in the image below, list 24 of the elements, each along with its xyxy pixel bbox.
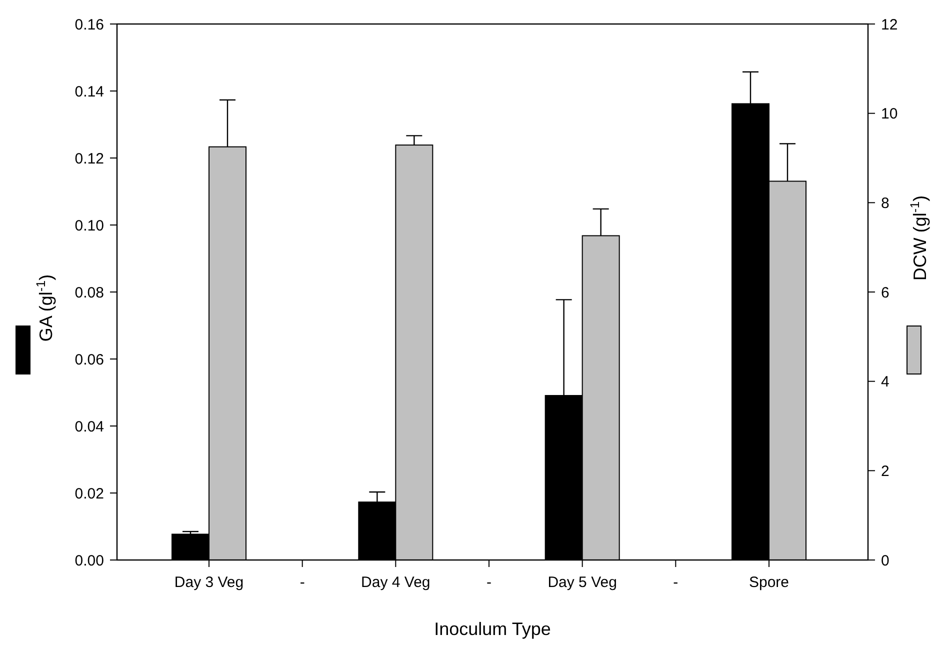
x-tick-label: Spore [748, 574, 790, 591]
y2-tick-label: 0 [881, 552, 890, 570]
y-tick-label: 0.10 [74, 217, 104, 234]
y-tick-label: 0.04 [74, 418, 104, 436]
y2-tick-label: 8 [881, 194, 890, 212]
y2-tick-label: 10 [881, 106, 898, 123]
y-tick-label: 0.00 [74, 552, 104, 570]
y2-tick-label: 2 [881, 462, 890, 480]
y2-tick-label: 4 [881, 374, 890, 391]
x-tick-label: - [486, 574, 492, 591]
y-tick-label: 0.12 [74, 150, 104, 168]
y-tick-label: 0.14 [74, 83, 104, 100]
y-tick-label: 0.06 [74, 351, 104, 368]
y-tick-label: 0.08 [74, 284, 104, 302]
y-tick-label: 0.16 [74, 16, 104, 34]
x-tick-label: Day 5 Veg [548, 574, 617, 591]
x-tick-label: - [673, 574, 678, 591]
x-tick-label: Day 3 Veg [174, 574, 244, 591]
y2-tick-label: 12 [881, 16, 898, 34]
x-tick-label: - [300, 574, 305, 591]
x-axis-title: Inoculum Type [434, 619, 551, 639]
y-tick-label: 0.02 [74, 485, 104, 502]
y2-tick-label: 6 [881, 284, 890, 302]
x-tick-label: Day 4 Veg [361, 574, 430, 591]
